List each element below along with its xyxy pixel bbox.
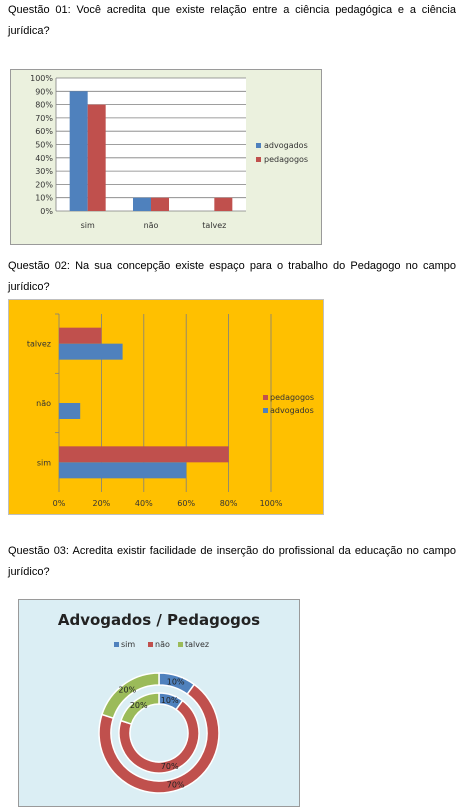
chart-q2-legend-label: pedagogos: [270, 393, 314, 402]
question-1-text: Questão 01: Você acredita que existe rel…: [8, 4, 456, 37]
chart-q1-legend-label: advogados: [264, 141, 308, 150]
chart-q3-legend-label: não: [155, 640, 170, 649]
chart-q3-doughnut: Advogados / Pedagogos sim não talvez 10% 70% 2…: [18, 599, 300, 807]
chart-q1-legend-swatch: [256, 157, 261, 162]
chart-q2-legend-swatch: [263, 395, 268, 400]
chart-q3-title: Advogados / Pedagogos: [58, 611, 260, 629]
chart-q2-x-tick: 80%: [220, 499, 238, 508]
chart-q2-bar-pedagogos-sim: [59, 446, 229, 463]
chart-q1-legend-swatch: [256, 143, 261, 148]
chart-q2-x-tick: 20%: [93, 499, 111, 508]
chart-q2-bar-advogados-sim: [59, 462, 187, 479]
chart-q2-bar-pedagogos-talvez: [59, 327, 102, 344]
chart-q3-slice-pedagogos-não: [118, 699, 200, 774]
chart-q1-y-tick: 30%: [35, 167, 53, 176]
chart-q1-bar-advogados-sim: [69, 91, 88, 211]
question-2-text: Questão 02: Na sua concepção existe espa…: [8, 260, 456, 293]
chart-q1-y-tick: 20%: [35, 180, 53, 189]
chart-q1-bar-pedagogos-sim: [87, 104, 106, 211]
chart-q2-legend-swatch: [263, 408, 268, 413]
chart-q2-x-tick: 0%: [53, 499, 66, 508]
chart-q1-x-tick: sim: [81, 221, 95, 230]
chart-q3-slice-advogados-talvez: [100, 672, 160, 720]
chart-q2-y-tick: talvez: [27, 340, 51, 349]
chart-q1-y-tick: 10%: [35, 194, 53, 203]
question-3-text: Questão 03: Acredita existir facilidade …: [8, 545, 456, 578]
chart-q3-data-label: 10%: [161, 696, 179, 705]
chart-q1-y-tick: 40%: [35, 154, 53, 163]
chart-q1-bar-pedagogos-não: [151, 197, 169, 211]
chart-q3-data-label: 20%: [118, 685, 136, 694]
chart-q1-bar-pedagogos-talvez: [214, 197, 233, 211]
chart-q1-x-tick: talvez: [202, 221, 226, 230]
chart-q3-slice-pedagogos-talvez: [120, 692, 160, 725]
chart-q1-y-tick: 70%: [35, 114, 53, 123]
chart-q3-data-label: 70%: [167, 780, 185, 789]
chart-q2-x-tick: 100%: [260, 499, 283, 508]
chart-q1-y-tick: 100%: [30, 74, 53, 83]
chart-q3-legend-label: sim: [121, 640, 135, 649]
chart-q1-bar-advogados-não: [133, 197, 151, 211]
chart-q2-y-tick: sim: [37, 458, 51, 467]
chart-q3-legend-swatch: [178, 642, 183, 647]
chart-q3-data-label: 10%: [167, 678, 185, 687]
chart-q2-legend-label: advogados: [270, 406, 314, 415]
chart-q1-y-tick: 60%: [35, 127, 53, 136]
chart-q2-bar-advogados-talvez: [59, 343, 123, 360]
chart-q1-x-tick: não: [144, 221, 159, 230]
chart-q1-y-tick: 50%: [35, 141, 53, 150]
chart-q3-data-label: 70%: [161, 762, 179, 771]
chart-q3-legend-swatch: [148, 642, 153, 647]
chart-q3-legend-swatch: [114, 642, 119, 647]
chart-q1-y-tick: 0%: [40, 207, 53, 216]
chart-q2-x-tick: 40%: [135, 499, 153, 508]
chart-q2-bar-advogados-não: [59, 403, 81, 419]
chart-q1-y-tick: 80%: [35, 101, 53, 110]
chart-q2-horizontal-bar: 0% 20% 40% 60% 80% 100% sim não talvez pedagogos a…: [8, 299, 324, 515]
chart-q1-legend-label: pedagogos: [264, 155, 308, 164]
chart-q2-y-tick: não: [36, 399, 51, 408]
chart-q3-legend-label: talvez: [185, 640, 209, 649]
chart-q2-x-tick: 60%: [177, 499, 195, 508]
chart-q3-data-label: 20%: [130, 701, 148, 710]
chart-q1-y-tick: 90%: [35, 87, 53, 96]
chart-q1-bar: 0% 10% 20% 30% 40% 50% 60% 70% 80% 90% 100% sim não t…: [10, 69, 322, 245]
